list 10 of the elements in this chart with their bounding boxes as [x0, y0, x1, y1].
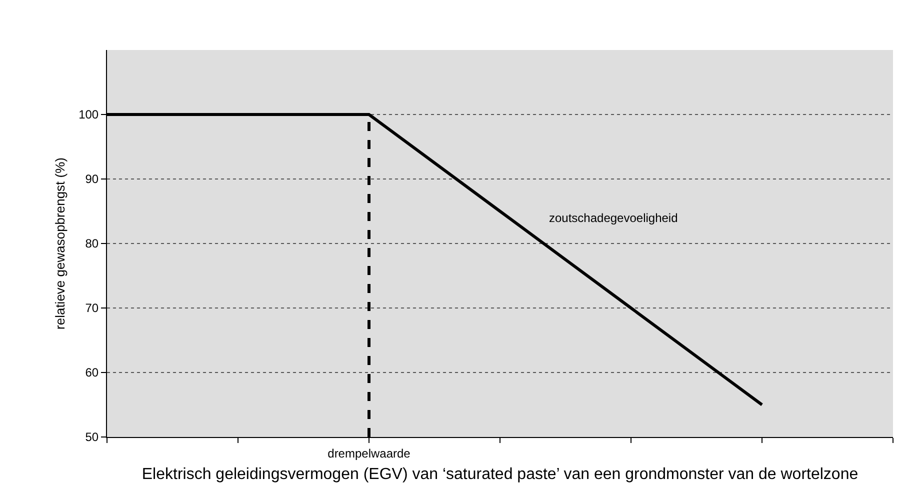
x-tick-label: drempelwaarde [328, 446, 411, 460]
y-tick-label: 50 [85, 430, 99, 444]
y-tick-label: 60 [85, 366, 99, 380]
y-tick-label: 80 [85, 236, 99, 251]
y-tick-label: 70 [85, 301, 99, 316]
y-tick-label: 90 [85, 172, 99, 186]
x-axis-title: Elektrisch geleidingsvermogen (EGV) van ‘saturated paste’ van een grondmonster van de wortelzone [142, 466, 858, 484]
annotation: zoutschadegevoeligheid [549, 211, 678, 225]
y-tick-label: 100 [78, 108, 99, 122]
y-axis-title: relatieve gewasopbrengst (%) [52, 158, 68, 330]
